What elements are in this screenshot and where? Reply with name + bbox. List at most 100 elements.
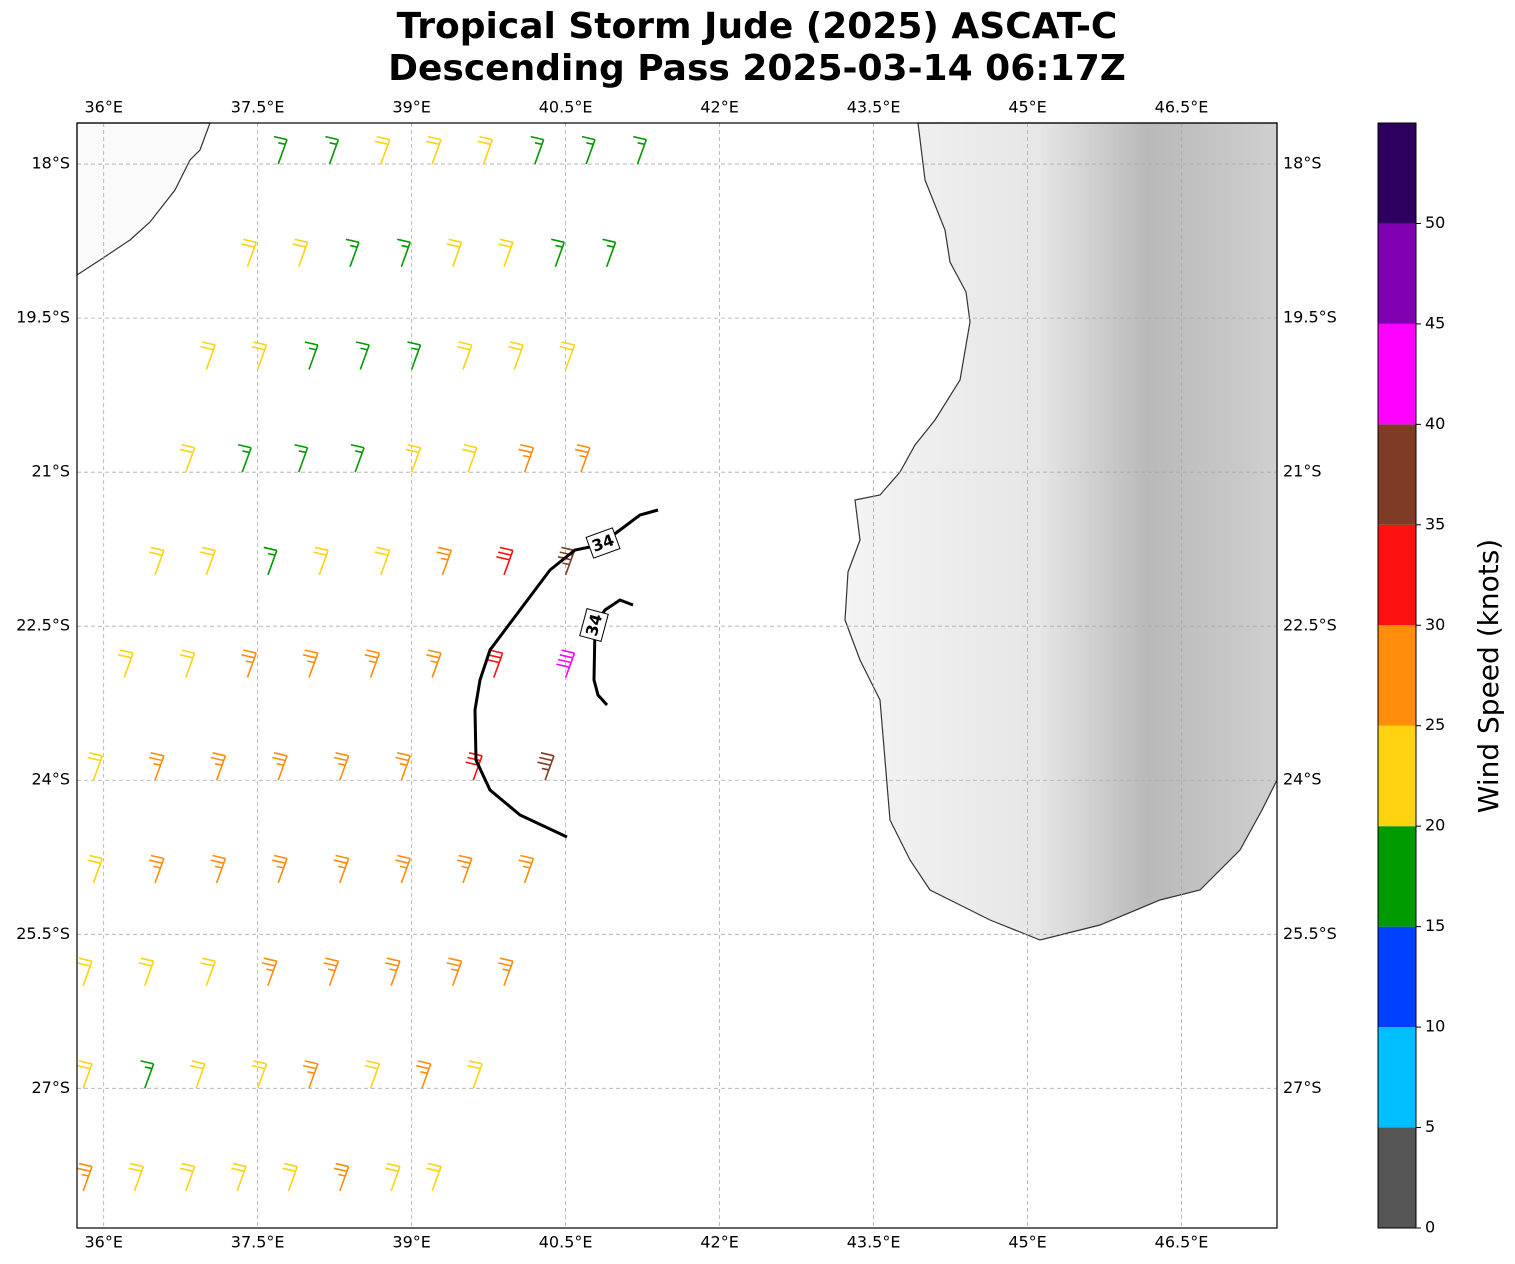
x-tick-label: 45°E [1008, 98, 1046, 117]
x-tick-label: 46.5°E [1155, 98, 1209, 117]
wind-barb [333, 1162, 350, 1192]
wind-barb [128, 1162, 145, 1192]
title: Tropical Storm Jude (2025) ASCAT-C [397, 6, 1118, 47]
wind-barb [395, 854, 411, 884]
wind-barb [456, 854, 473, 884]
colorbar-tick-label: 10 [1425, 1017, 1445, 1036]
y-tick-label: 21°S [1283, 462, 1322, 481]
x-tick-label: 39°E [392, 98, 430, 117]
wind-barb [200, 341, 216, 370]
wind-barb [364, 1060, 381, 1089]
wind-barb [210, 752, 227, 781]
wind-barb [581, 135, 596, 165]
wind-barb [140, 1060, 155, 1089]
wind-barb [272, 752, 288, 781]
subtitle: Descending Pass 2025-03-14 06:17Z [388, 48, 1126, 89]
wind-barb [436, 546, 453, 576]
x-tick-label: 46.5°E [1155, 1233, 1209, 1252]
y-tick-label: 27°S [1283, 1078, 1322, 1097]
wind-barb [415, 1060, 432, 1089]
colorbar-segment [1378, 223, 1416, 324]
wind-barb [333, 752, 350, 781]
wind-barb [508, 341, 524, 370]
wind-barb [350, 443, 365, 473]
y-tick-label: 22.5°S [16, 616, 70, 635]
colorbar-tick-label: 5 [1425, 1117, 1435, 1136]
wind-barb [210, 854, 227, 884]
wind-barb [345, 238, 360, 268]
wind-barb [273, 135, 288, 165]
wind-barb [200, 957, 216, 986]
wind-barb [486, 649, 504, 678]
wind-barb [77, 957, 93, 986]
wind-barb [385, 1162, 401, 1192]
wind-barb [302, 1060, 319, 1089]
wind-barb [87, 854, 104, 884]
y-tick-label: 24°S [1283, 770, 1322, 789]
wind-barb [118, 649, 134, 678]
colorbar-segment [1378, 725, 1416, 827]
y-tick-label: 27°S [31, 1078, 70, 1097]
wind-barb [496, 546, 514, 576]
wind-barb [148, 854, 165, 884]
wind-barb [87, 752, 104, 781]
wind-barb [313, 546, 329, 576]
wind-barb [190, 1060, 206, 1089]
wind-barb [395, 752, 411, 781]
wind-barb [251, 341, 268, 370]
wind-barb [333, 854, 350, 884]
wind-barb [497, 957, 514, 986]
x-tick-label: 43.5°E [847, 1233, 901, 1252]
wind-barb [325, 135, 340, 165]
wind-barb [148, 546, 165, 576]
wind-barb [179, 443, 196, 473]
wind-barb [397, 238, 411, 268]
wind-barb [364, 649, 381, 678]
wind-barb [462, 443, 478, 473]
wind-barb [263, 546, 278, 576]
colorbar-segment [1378, 323, 1416, 425]
colorbar-tick-label: 20 [1425, 816, 1445, 835]
wind-barb [231, 1162, 247, 1192]
wind-barb [426, 1162, 442, 1192]
colorbar-segment [1378, 524, 1416, 626]
x-tick-label: 37.5°E [231, 98, 285, 117]
wind-barb [302, 649, 319, 678]
x-tick-label: 40.5°E [539, 1233, 593, 1252]
colorbar-segment [1378, 424, 1416, 525]
wind-barb [77, 1162, 93, 1192]
y-tick-label: 19.5°S [16, 308, 70, 327]
y-tick-label: 18°S [31, 154, 70, 173]
wind-barb [237, 443, 252, 473]
wind-barb [518, 443, 535, 473]
y-tick-label: 24°S [31, 770, 70, 789]
wind-barb [179, 649, 196, 678]
wind-barb [374, 135, 391, 165]
colorbar-tick-label: 15 [1425, 916, 1445, 935]
colorbar-label: Wind Speed (knots) [1472, 539, 1505, 813]
y-tick-label: 25.5°S [1283, 924, 1337, 943]
wind-barb [385, 957, 401, 986]
wind-barb [294, 443, 309, 473]
wind-barb [292, 238, 309, 268]
wind-barb [241, 238, 257, 268]
colorbar-tick-label: 0 [1425, 1218, 1435, 1237]
colorbar-segment [1378, 625, 1416, 726]
wind-barb [405, 443, 422, 473]
x-tick-label: 45°E [1008, 1233, 1046, 1252]
colorbar-frame [1377, 122, 1417, 1229]
wind-barb [374, 546, 391, 576]
y-tick-label: 22.5°S [1283, 616, 1337, 635]
wind-barb [77, 1060, 93, 1089]
wind-barb [200, 546, 216, 576]
x-tick-label: 42°E [700, 98, 738, 117]
wind-barb [304, 341, 319, 370]
wind-barb [518, 854, 535, 884]
colorbar-segment [1378, 826, 1416, 927]
y-tick-label: 18°S [1283, 154, 1322, 173]
wind-barb [456, 341, 473, 370]
x-tick-label: 37.5°E [231, 1233, 285, 1252]
map-frame [76, 122, 1278, 1229]
wind-barb [282, 1162, 299, 1192]
x-tick-label: 39°E [392, 1233, 430, 1252]
